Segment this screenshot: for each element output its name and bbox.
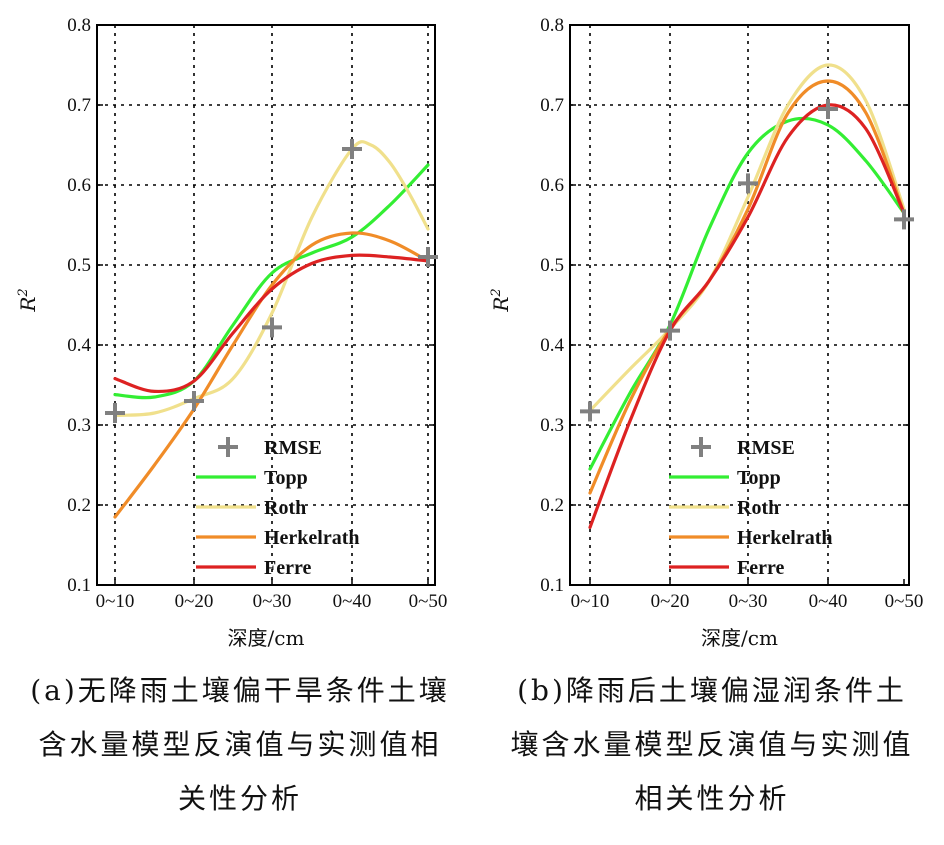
x-axis-title: 深度/cm — [228, 626, 305, 650]
x-tick-label: 0~10 — [571, 591, 610, 612]
x-tick-label: 0~40 — [333, 591, 372, 612]
x-tick-label: 0~30 — [729, 591, 768, 612]
y-axis-title: R2 — [16, 288, 40, 312]
caption-line: 关性分析 — [178, 782, 302, 815]
y-tick-label: 0.2 — [67, 495, 91, 516]
legend-label-topp: Topp — [737, 467, 781, 489]
series-line-topp — [113, 163, 430, 400]
plot-frame — [96, 24, 436, 586]
legend-label-ferre: Ferre — [737, 557, 784, 579]
x-axis-title: 深度/cm — [701, 626, 778, 650]
series-line-topp — [588, 116, 906, 471]
y-tick-label: 0.3 — [540, 415, 564, 436]
y-tick-label: 0.3 — [67, 415, 91, 436]
legend-label-topp: Topp — [264, 467, 308, 489]
series-line-ferre — [588, 103, 906, 529]
caption-line: (b)降雨后土壤偏湿润条件土 — [517, 674, 907, 707]
y-tick-label: 0.6 — [540, 175, 564, 196]
y-tick-label: 0.8 — [540, 15, 564, 36]
legend-label-rmse: RMSE — [737, 437, 795, 459]
legend-label-roth: Roth — [264, 497, 306, 519]
y-tick-label: 0.6 — [67, 175, 91, 196]
y-tick-label: 0.2 — [540, 495, 564, 516]
rmse-marker — [262, 317, 282, 338]
rmse-marker — [580, 401, 600, 422]
x-tick-label: 0~30 — [253, 591, 292, 612]
y-axis-title-main: R — [489, 297, 513, 313]
x-tick-label: 0~40 — [809, 591, 848, 612]
y-tick-label: 0.7 — [540, 95, 564, 116]
x-tick-label: 0~10 — [96, 591, 135, 612]
y-axis-title-sup: 2 — [489, 288, 504, 297]
caption-line: (a)无降雨土壤偏干旱条件土壤 — [30, 674, 450, 707]
caption-line: 壤含水量模型反演值与实测值 — [510, 728, 913, 761]
series-line-ferre — [113, 253, 430, 394]
caption-line: 相关性分析 — [634, 782, 789, 815]
rmse-marker — [418, 247, 438, 267]
legend-label-rmse: RMSE — [264, 437, 322, 459]
x-tick-label: 0~20 — [175, 591, 214, 612]
rmse-marker — [894, 209, 914, 230]
y-tick-label: 0.4 — [540, 335, 564, 356]
rmse-marker — [660, 320, 680, 341]
y-tick-label: 0.1 — [67, 575, 91, 596]
chart-panel-b: 0.1 0.2 0.3 0.4 0.5 0.6 0.7 0.8 0~10 0~20 0~30 0~40… — [489, 15, 923, 815]
legend: RMSE Topp Roth Herkelrath Ferre — [196, 437, 360, 579]
series-line-herkelrath — [588, 79, 906, 495]
y-tick-label: 0.5 — [540, 255, 564, 276]
legend-label-ferre: Ferre — [264, 557, 311, 579]
y-tick-label: 0.8 — [67, 15, 91, 36]
chart-panel-a: 0.1 0.2 0.3 0.4 0.5 0.6 0.7 0.8 0~10 0~20 0~30 0~40… — [16, 15, 450, 815]
series-line-roth — [588, 63, 906, 413]
legend-label-herkelrath: Herkelrath — [737, 527, 833, 549]
y-tick-label: 0.4 — [67, 335, 91, 356]
x-tick-label: 0~50 — [409, 591, 448, 612]
y-axis-title: R2 — [489, 288, 513, 312]
y-axis-title-main: R — [16, 297, 40, 313]
x-tick-label: 0~20 — [651, 591, 690, 612]
rmse-marker — [184, 391, 204, 411]
y-tick-label: 0.1 — [540, 575, 564, 596]
x-tick-label: 0~50 — [885, 591, 924, 612]
y-axis-title-sup: 2 — [16, 288, 31, 297]
rmse-marker — [105, 403, 125, 423]
series-line-herkelrath — [113, 231, 430, 519]
rmse-marker — [818, 99, 838, 119]
y-tick-label: 0.7 — [67, 95, 91, 116]
series-line-roth — [113, 140, 430, 417]
caption-line: 含水量模型反演值与实测值相 — [38, 728, 441, 761]
legend-label-roth: Roth — [737, 497, 779, 519]
legend: RMSE Topp Roth Herkelrath Ferre — [669, 437, 833, 579]
rmse-marker — [342, 139, 362, 159]
rmse-marker — [738, 173, 758, 194]
y-tick-label: 0.5 — [67, 255, 91, 276]
legend-label-herkelrath: Herkelrath — [264, 527, 360, 549]
plot-frame — [569, 24, 910, 586]
